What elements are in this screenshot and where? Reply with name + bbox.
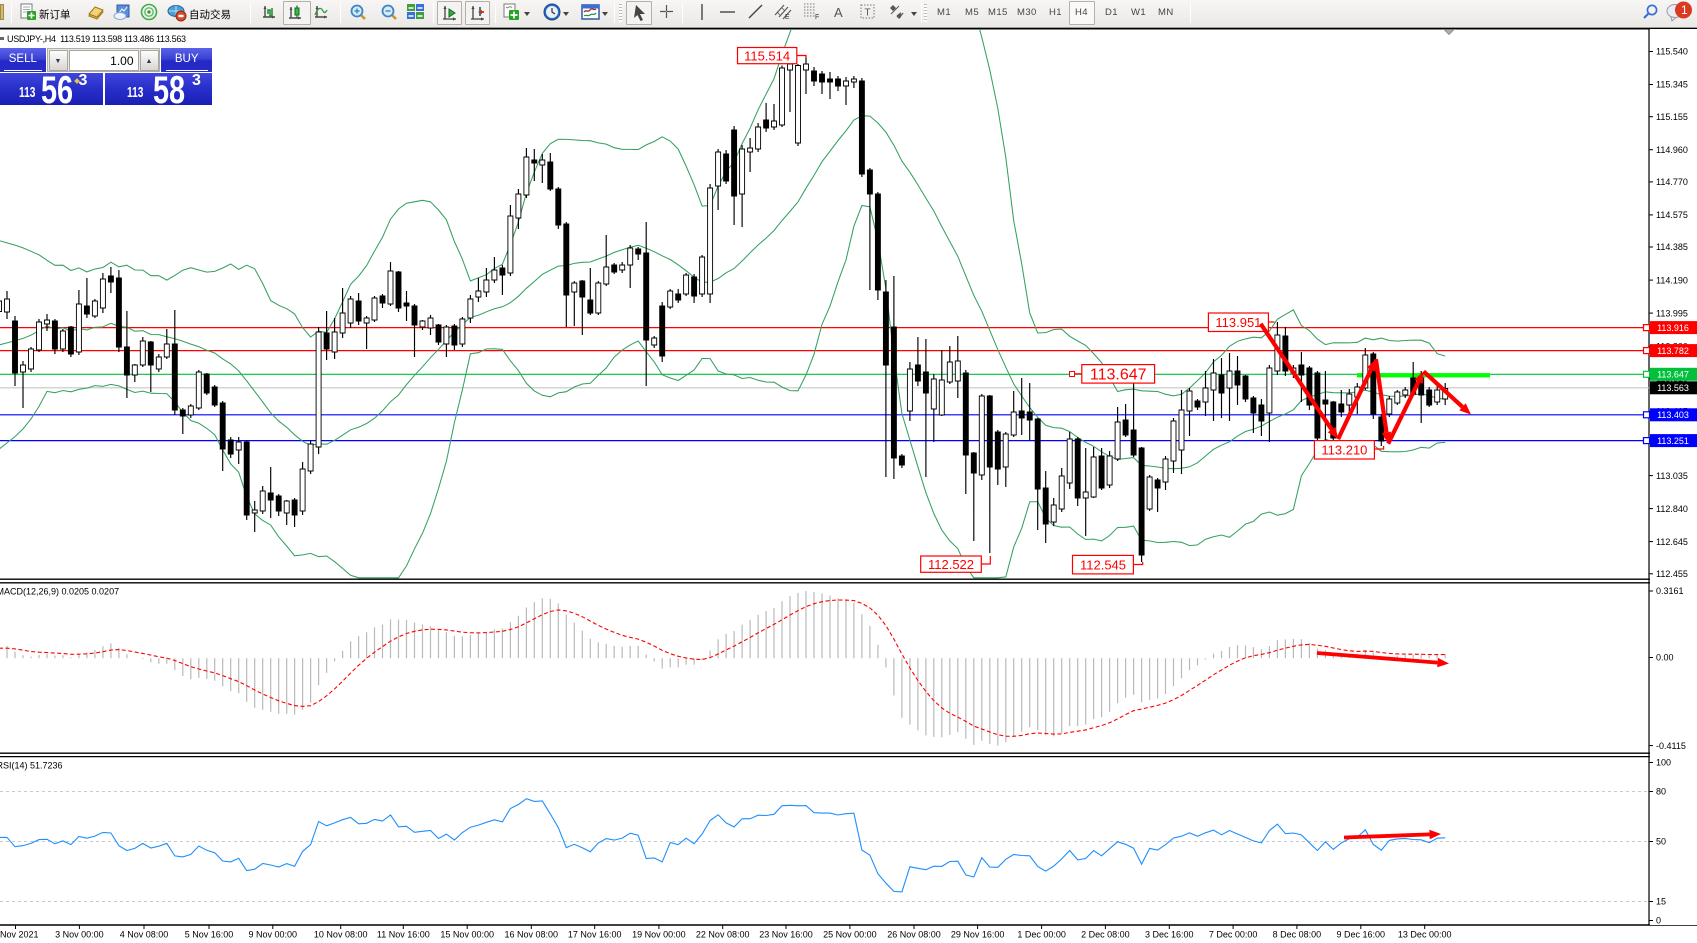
svg-text:26 Nov 08:00: 26 Nov 08:00 [887,930,941,940]
svg-text:112.455: 112.455 [1656,569,1688,579]
svg-text:0.00: 0.00 [1656,653,1674,663]
svg-text:113.647: 113.647 [1657,370,1689,380]
svg-text:113.210: 113.210 [1321,443,1367,458]
svg-text:4 Nov 08:00: 4 Nov 08:00 [120,930,169,940]
svg-text:113.995: 113.995 [1656,308,1688,318]
svg-text:10 Nov 08:00: 10 Nov 08:00 [314,930,368,940]
svg-text:114.960: 114.960 [1656,145,1688,155]
svg-text:0: 0 [1656,916,1661,926]
svg-text:22 Nov 08:00: 22 Nov 08:00 [696,930,750,940]
svg-text:112.840: 112.840 [1656,504,1688,514]
svg-text:80: 80 [1656,787,1666,797]
svg-text:5 Nov 16:00: 5 Nov 16:00 [185,930,234,940]
svg-text:15 Nov 00:00: 15 Nov 00:00 [440,930,494,940]
svg-text:50: 50 [1656,837,1666,847]
svg-text:113.035: 113.035 [1656,471,1688,481]
svg-text:3 Nov 00:00: 3 Nov 00:00 [55,930,104,940]
svg-text:17 Nov 16:00: 17 Nov 16:00 [568,930,622,940]
svg-text:15: 15 [1656,897,1666,907]
svg-text:113.951: 113.951 [1215,315,1261,330]
svg-text:115.540: 115.540 [1656,47,1688,57]
svg-text:MACD(12,26,9) 0.0205 0.0207: MACD(12,26,9) 0.0205 0.0207 [0,587,119,597]
svg-text:1 Dec 00:00: 1 Dec 00:00 [1017,930,1066,940]
svg-text:8 Dec 08:00: 8 Dec 08:00 [1273,930,1322,940]
svg-text:112.522: 112.522 [928,557,974,572]
svg-text:25 Nov 00:00: 25 Nov 00:00 [823,930,877,940]
svg-text:11 Nov 16:00: 11 Nov 16:00 [377,930,430,940]
svg-text:100: 100 [1656,758,1671,768]
svg-text:23 Nov 16:00: 23 Nov 16:00 [759,930,813,940]
svg-text:-0.4115: -0.4115 [1656,741,1686,751]
svg-text:115.514: 115.514 [744,49,790,64]
svg-text:7 Dec 00:00: 7 Dec 00:00 [1209,930,1258,940]
svg-text:19 Nov 00:00: 19 Nov 00:00 [632,930,686,940]
svg-text:114.190: 114.190 [1656,275,1688,285]
svg-text:3 Dec 16:00: 3 Dec 16:00 [1145,930,1194,940]
svg-text:1: 1 [1681,3,1688,17]
svg-text:9 Nov 00:00: 9 Nov 00:00 [249,930,298,940]
svg-text:113.251: 113.251 [1657,436,1689,446]
svg-text:F: F [815,14,819,21]
svg-text:114.575: 114.575 [1656,210,1688,220]
svg-text:0.3161: 0.3161 [1656,586,1684,596]
svg-text:113.403: 113.403 [1657,410,1689,420]
svg-text:114.385: 114.385 [1656,242,1688,252]
svg-text:T: T [865,8,871,19]
svg-text:13 Dec 00:00: 13 Dec 00:00 [1398,930,1452,940]
svg-text:113.782: 113.782 [1657,346,1689,356]
svg-text:RSI(14) 51.7236: RSI(14) 51.7236 [0,761,63,771]
svg-text:2 Nov 2021: 2 Nov 2021 [0,930,39,940]
svg-text:113.916: 113.916 [1657,323,1689,333]
svg-text:113.647: 113.647 [1090,367,1147,384]
svg-text:16 Nov 08:00: 16 Nov 08:00 [505,930,559,940]
svg-text:112.645: 112.645 [1656,537,1688,547]
svg-text:9 Dec 16:00: 9 Dec 16:00 [1337,930,1386,940]
svg-text:2 Dec 08:00: 2 Dec 08:00 [1081,930,1130,940]
svg-text:E: E [785,14,790,21]
svg-text:29 Nov 16:00: 29 Nov 16:00 [951,930,1005,940]
svg-text:115.155: 115.155 [1656,112,1688,122]
svg-text:112.545: 112.545 [1080,558,1126,573]
svg-text:113.563: 113.563 [1657,383,1689,393]
svg-text:115.345: 115.345 [1656,80,1688,90]
svg-text:114.770: 114.770 [1656,177,1688,187]
